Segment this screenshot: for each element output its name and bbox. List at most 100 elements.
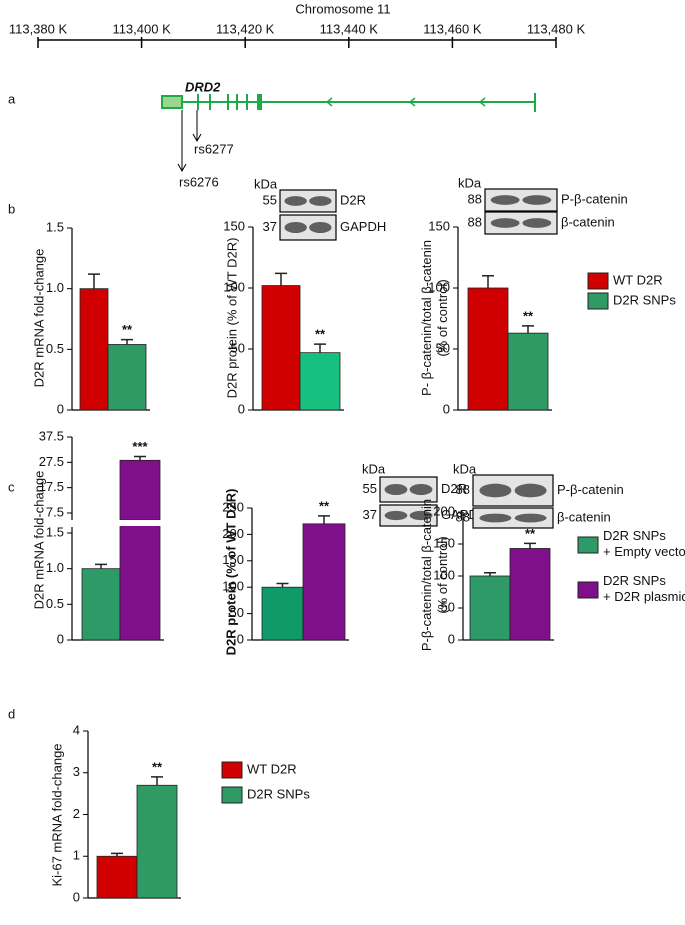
- blot-unit: kDa: [458, 175, 482, 190]
- blot-box: [379, 504, 438, 527]
- strand-arrow: [408, 97, 416, 107]
- blot-label: GAPDH: [340, 219, 386, 234]
- error-bar: [151, 776, 163, 786]
- significance: **: [122, 322, 133, 337]
- y-axis-label: D2R protein (% of WT D2R): [223, 489, 238, 656]
- strand-arrow: [325, 97, 333, 107]
- error-bar: [482, 275, 494, 288]
- y-tick-label: 50: [436, 340, 450, 355]
- blot-box: [484, 211, 558, 235]
- error-bar: [275, 272, 287, 286]
- blot-band: [490, 195, 520, 205]
- significance: **: [525, 526, 536, 541]
- y-tick-label: 150: [223, 218, 245, 233]
- legend-swatch: [221, 786, 243, 804]
- bar: [107, 344, 147, 411]
- x-tick-label: 113,440 K: [320, 21, 379, 36]
- blot-unit: kDa: [362, 461, 386, 476]
- blot-unit: kDa: [453, 461, 477, 476]
- y-tick-label: 200: [433, 503, 455, 518]
- blot-band: [514, 483, 547, 498]
- bar: [96, 855, 138, 899]
- bar: [79, 288, 109, 411]
- y-tick-label: 4: [73, 722, 80, 737]
- blot-band: [514, 513, 547, 523]
- blot-size: 88: [468, 214, 482, 229]
- legend-swatch: [577, 536, 599, 554]
- x-tick-label: 113,420 K: [216, 21, 275, 36]
- blot-box: [484, 188, 558, 212]
- y-axis-label: Ki-67 mRNA fold-change: [49, 743, 64, 886]
- legend-label: WT D2R: [613, 272, 663, 287]
- bar: [467, 287, 509, 411]
- blot-size: 37: [363, 507, 377, 522]
- error-bar: [121, 338, 133, 345]
- y-tick-label: 37.5: [39, 428, 64, 443]
- gene-name: DRD2: [185, 79, 221, 94]
- error-bar: [524, 542, 536, 549]
- blot-label: P-β-catenin: [557, 482, 624, 497]
- legend-label: D2R SNPs: [247, 786, 310, 801]
- error-bar: [111, 852, 123, 857]
- bar: [302, 523, 346, 641]
- y-tick-label: 100: [223, 279, 245, 294]
- y-axis-label: D2R protein (% of WT D2R): [224, 238, 239, 399]
- error-bar: [314, 343, 326, 353]
- y-axis-label: P- β-catenin/total β-catenin(% of contro…: [420, 240, 451, 396]
- bar: [299, 352, 341, 411]
- y-tick-label: 150: [433, 535, 455, 550]
- snp-arrow: [177, 110, 187, 173]
- significance: **: [319, 498, 330, 513]
- y-tick-label: 1: [73, 848, 80, 863]
- blot-band: [284, 196, 307, 206]
- y-tick-label: 0.5: [46, 596, 64, 611]
- y-axis-label: D2R mRNA fold-change: [31, 471, 46, 610]
- legend-label: D2R SNPs: [613, 292, 676, 307]
- panel-label: c: [8, 479, 15, 494]
- strand-arrow: [478, 97, 486, 107]
- error-bar: [134, 455, 146, 461]
- exon: [257, 94, 262, 110]
- y-tick-label: 150: [222, 552, 244, 567]
- bar: [136, 784, 178, 899]
- y-tick-label: 1.0: [46, 560, 64, 575]
- snp-label: rs6276: [179, 174, 219, 189]
- blot-band: [409, 510, 433, 521]
- blot-size: 88: [456, 509, 470, 524]
- legend-swatch: [587, 292, 609, 310]
- error-bar: [484, 572, 496, 576]
- y-tick-label: 17.5: [39, 479, 64, 494]
- y-tick-label: 50: [231, 340, 245, 355]
- y-tick-label: 0: [238, 401, 245, 416]
- y-tick-label: 7.5: [46, 504, 64, 519]
- bar: [119, 526, 161, 641]
- y-tick-label: 0.5: [46, 341, 64, 356]
- significance: ***: [132, 439, 148, 454]
- legend-swatch: [587, 272, 609, 290]
- y-tick-label: 0: [73, 889, 80, 904]
- y-tick-label: 50: [230, 605, 244, 620]
- x-tick-label: 113,400 K: [112, 21, 171, 36]
- y-tick-label: 100: [428, 279, 450, 294]
- blot-band: [522, 218, 552, 228]
- snp-label: rs6277: [194, 141, 234, 156]
- blot-unit: kDa: [254, 176, 278, 191]
- blot-band: [309, 222, 332, 233]
- blot-band: [409, 484, 433, 495]
- y-tick-label: 50: [441, 599, 455, 614]
- panel-label: b: [8, 201, 15, 216]
- blot-band: [522, 195, 552, 205]
- y-tick-label: 0: [237, 631, 244, 646]
- blot-label: P-β-catenin: [561, 191, 628, 206]
- y-tick-label: 0: [448, 631, 455, 646]
- y-axis-label: D2R mRNA fold-change: [31, 249, 46, 388]
- y-tick-label: 250: [222, 499, 244, 514]
- chart-title: Chromosome 11: [295, 1, 390, 16]
- legend-swatch: [577, 581, 599, 599]
- y-tick-label: 0: [57, 631, 64, 646]
- x-tick-label: 113,380 K: [9, 21, 68, 36]
- x-tick-label: 113,480 K: [527, 21, 586, 36]
- error-bar: [276, 582, 289, 588]
